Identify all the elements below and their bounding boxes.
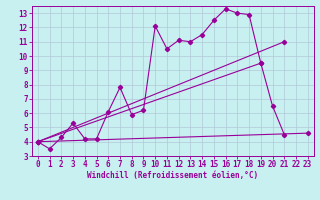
- X-axis label: Windchill (Refroidissement éolien,°C): Windchill (Refroidissement éolien,°C): [87, 171, 258, 180]
